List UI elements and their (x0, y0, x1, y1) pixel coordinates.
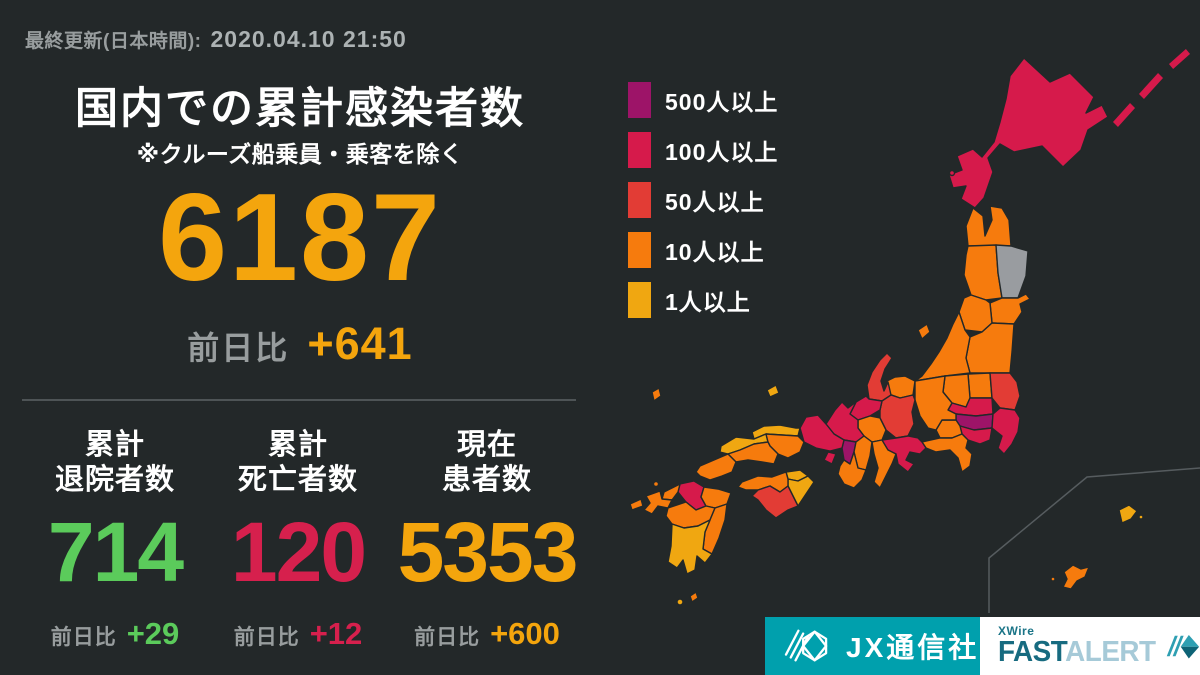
last-updated-value: 2020.04.10 21:50 (210, 26, 407, 52)
stat-deaths-header-line1: 累計 (267, 429, 328, 461)
legend-label-500: 500人以上 (665, 89, 779, 115)
region-chiba (991, 407, 1021, 455)
legend-row-50: 50人以上 (628, 182, 778, 218)
fastalert-logo: XWire FASTALERT (980, 617, 1200, 675)
legend-row-100: 100人以上 (628, 132, 778, 168)
region-okushiri (948, 169, 956, 177)
legend-label-100: 100人以上 (665, 139, 779, 165)
stat-discharged-value: 714 (47, 504, 184, 599)
region-tsushima (651, 387, 662, 402)
region-oki (766, 384, 780, 398)
stat-deaths-diff-value: +12 (309, 615, 363, 651)
stat-current-patients-diff: 前日比 +600 (387, 616, 587, 652)
region-kunashiri (1111, 101, 1137, 129)
page-subtitle: ※クルーズ船乗員・乗客を除く (136, 141, 464, 167)
region-kerama (1050, 576, 1056, 582)
region-wakayama (837, 451, 867, 489)
fastalert-label: FASTALERT (998, 638, 1156, 667)
stat-deaths-header: 累計 死亡者数 (198, 428, 398, 498)
jx-hexagon-icon (784, 629, 828, 662)
stat-discharged-diff-label: 前日比 (50, 625, 117, 649)
divider-line (22, 399, 576, 401)
region-hiroshima (727, 441, 779, 465)
region-saga (661, 483, 681, 501)
stat-current-patients-header: 現在 患者数 (387, 428, 587, 498)
region-ibaraki (989, 372, 1021, 411)
region-okinawa (1062, 564, 1090, 590)
japan-choropleth-map (629, 47, 1200, 613)
fastalert-arrow-icon (1166, 634, 1200, 659)
fastalert-label-alert: ALERT (1065, 636, 1156, 668)
legend-swatch-500 (628, 82, 651, 118)
region-tanegashima (689, 591, 699, 603)
total-diff-label: 前日比 (187, 330, 290, 366)
region-amami (1118, 504, 1138, 524)
total-diff-row: 前日比 +641 (0, 318, 600, 370)
region-amami-islet (1138, 514, 1144, 520)
region-iki (652, 480, 660, 488)
legend-swatch-50 (628, 182, 651, 218)
total-diff-value: +641 (307, 318, 413, 369)
legend-swatch-100 (628, 132, 651, 168)
stat-current-patients: 現在 患者数 5353 前日比 +600 (387, 428, 587, 652)
stat-current-patients-diff-value: +600 (490, 615, 560, 651)
fastalert-label-fast: FAST (998, 636, 1066, 668)
region-ishikawa (866, 352, 893, 402)
stat-deaths-value: 120 (230, 504, 367, 599)
xwire-label: XWire (998, 624, 1035, 638)
stat-deaths-diff: 前日比 +12 (198, 616, 398, 652)
stat-discharged: 累計 退院者数 714 前日比 +29 (15, 428, 215, 652)
region-mie (871, 439, 897, 489)
legend-row-10: 10人以上 (628, 232, 778, 268)
region-aomori (965, 205, 1012, 247)
legend-row-500: 500人以上 (628, 82, 778, 118)
stat-deaths-diff-label: 前日比 (233, 625, 300, 649)
region-shizuoka (921, 433, 973, 473)
region-yakushima (676, 598, 684, 606)
stat-deaths: 累計 死亡者数 120 前日比 +12 (198, 428, 398, 652)
page-title: 国内での累計感染者数 (75, 85, 525, 133)
stat-deaths-header-line2: 死亡者数 (237, 463, 358, 496)
stat-discharged-header: 累計 退院者数 (15, 428, 215, 498)
region-niigata (914, 311, 971, 382)
okinawa-inset-divider (988, 467, 1200, 613)
legend-label-1: 1人以上 (665, 289, 751, 315)
region-sado (917, 323, 931, 340)
region-goto (629, 498, 644, 511)
legend-label-50: 50人以上 (665, 189, 765, 215)
region-hyogo (799, 414, 845, 452)
stat-discharged-diff-value: +29 (126, 615, 180, 651)
stat-discharged-header-line1: 累計 (84, 429, 145, 461)
legend-swatch-1 (628, 282, 651, 318)
stat-current-patients-header-line1: 現在 (456, 429, 517, 461)
last-updated: 最終更新(日本時間): 2020.04.10 21:50 (25, 26, 407, 53)
region-tochigi (967, 372, 993, 399)
region-yamaguchi (695, 453, 737, 481)
stat-discharged-diff: 前日比 +29 (15, 616, 215, 652)
region-nagasaki (643, 490, 673, 515)
region-fukui (849, 395, 883, 421)
region-awaji (823, 451, 837, 465)
region-kochi (751, 485, 799, 519)
total-infections-value: 6187 (158, 169, 442, 307)
last-updated-label: 最終更新(日本時間): (25, 31, 202, 52)
region-iwate (995, 244, 1029, 299)
stat-current-patients-header-line2: 患者数 (441, 463, 532, 496)
region-kagoshima (667, 519, 713, 575)
region-etorofu (1137, 71, 1165, 101)
fastalert-wordmark: XWire FASTALERT (998, 625, 1162, 667)
map-legend: 500人以上 100人以上 50人以上 10人以上 1人以上 (628, 82, 778, 332)
stat-current-patients-value: 5353 (397, 504, 579, 599)
region-hokkaido (948, 57, 1109, 209)
stat-discharged-header-line2: 退院者数 (54, 463, 175, 496)
jx-press-label: JX通信社 (846, 632, 980, 663)
legend-label-10: 10人以上 (665, 239, 765, 265)
region-nagano (914, 375, 957, 431)
jx-press-logo: JX通信社 (765, 617, 980, 675)
legend-swatch-10 (628, 232, 651, 268)
stat-current-patients-diff-label: 前日比 (414, 625, 481, 649)
region-habomai (1167, 47, 1192, 71)
legend-row-1: 1人以上 (628, 282, 778, 318)
